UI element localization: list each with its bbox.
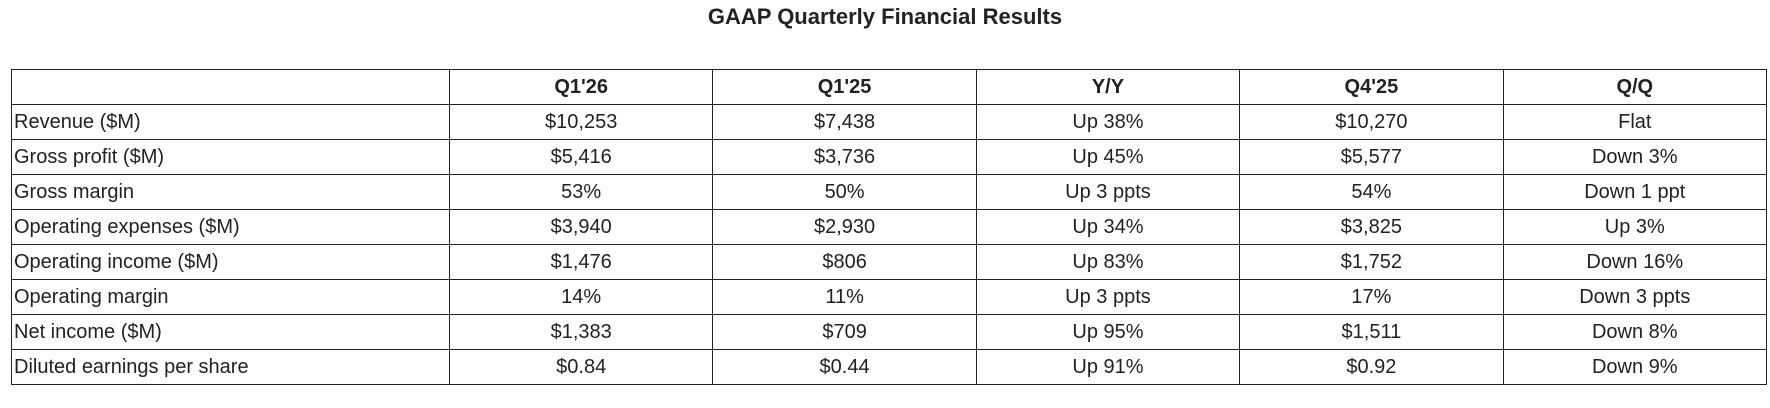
header-cell: Q1'26 — [448, 69, 714, 105]
table-title: GAAP Quarterly Financial Results — [707, 4, 1063, 29]
table-cell: $3,736 — [712, 139, 977, 175]
table-cell: $2,930 — [712, 209, 977, 245]
table-cell: Down 8% — [1502, 314, 1768, 350]
table-row: Operating expenses ($M) $3,940 $2,930 Up 34… — [11, 209, 1768, 245]
table-cell: Up 95% — [975, 314, 1241, 350]
table-cell: $3,940 — [448, 209, 714, 245]
table-row: Diluted earnings per share $0.84 $0.44 Up 9… — [11, 349, 1768, 385]
row-label: Diluted earnings per share — [11, 349, 450, 385]
table-cell: Up 83% — [975, 244, 1241, 280]
table-cell: $5,416 — [448, 139, 714, 175]
table-cell: $1,752 — [1239, 244, 1504, 280]
table-row: Operating margin 14% 11% Up 3 ppts 17% Down 3… — [11, 279, 1768, 315]
table-cell: $10,253 — [448, 104, 714, 140]
row-label: Gross margin — [11, 174, 450, 210]
table-cell: $1,476 — [448, 244, 714, 280]
table-cell: 11% — [712, 279, 977, 315]
table-cell: 53% — [448, 174, 714, 210]
row-label: Gross profit ($M) — [11, 139, 450, 175]
row-label: Operating expenses ($M) — [11, 209, 450, 245]
header-cell: Q1'25 — [712, 69, 977, 105]
table-cell: Up 91% — [975, 349, 1241, 385]
table-cell: Down 3% — [1502, 139, 1768, 175]
table-cell: $3,825 — [1239, 209, 1504, 245]
header-cell — [11, 69, 450, 105]
table-cell: Up 3 ppts — [975, 279, 1241, 315]
table-cell: $10,270 — [1239, 104, 1504, 140]
table-cell: $5,577 — [1239, 139, 1504, 175]
table-cell: $7,438 — [712, 104, 977, 140]
row-label: Operating income ($M) — [11, 244, 450, 280]
table-cell: $0.84 — [448, 349, 714, 385]
header-cell: Q4'25 — [1239, 69, 1504, 105]
table-cell: 17% — [1239, 279, 1504, 315]
table-cell: 54% — [1239, 174, 1504, 210]
table-cell: 14% — [448, 279, 714, 315]
header-row: Q1'26 Q1'25 Y/Y Q4'25 Q/Q — [11, 69, 1768, 105]
table-cell: $1,511 — [1239, 314, 1504, 350]
table-cell: Flat — [1502, 104, 1768, 140]
table-row: Net income ($M) $1,383 $709 Up 95% $1,511 Dow… — [11, 314, 1768, 350]
table-cell: Up 3 ppts — [975, 174, 1241, 210]
row-label: Net income ($M) — [11, 314, 450, 350]
table-cell: $0.44 — [712, 349, 977, 385]
table-cell: Up 38% — [975, 104, 1241, 140]
table-row: Revenue ($M) $10,253 $7,438 Up 38% $10,270 Fl… — [11, 104, 1768, 140]
table-cell: Down 16% — [1502, 244, 1768, 280]
header-cell: Q/Q — [1502, 69, 1768, 105]
header-cell: Y/Y — [975, 69, 1241, 105]
table-cell: 50% — [712, 174, 977, 210]
table-row: Gross profit ($M) $5,416 $3,736 Up 45% $5,57… — [11, 139, 1768, 175]
table-cell: Up 45% — [975, 139, 1241, 175]
table-row: Operating income ($M) $1,476 $806 Up 83% $1,… — [11, 244, 1768, 280]
financial-table: Q1'26 Q1'25 Y/Y Q4'25 Q/Q Revenue ($M) $10,25… — [11, 69, 1768, 385]
table-row: Gross margin 53% 50% Up 3 ppts 54% Down 1 ppt — [11, 174, 1768, 210]
table-cell: $806 — [712, 244, 977, 280]
table-cell: Up 34% — [975, 209, 1241, 245]
table-cell: Down 1 ppt — [1502, 174, 1768, 210]
row-label: Operating margin — [11, 279, 450, 315]
table-cell: Down 3 ppts — [1502, 279, 1768, 315]
table-cell: Down 9% — [1502, 349, 1768, 385]
table-cell: $0.92 — [1239, 349, 1504, 385]
table-cell: $1,383 — [448, 314, 714, 350]
table-cell: $709 — [712, 314, 977, 350]
table-cell: Up 3% — [1502, 209, 1768, 245]
row-label: Revenue ($M) — [11, 104, 450, 140]
